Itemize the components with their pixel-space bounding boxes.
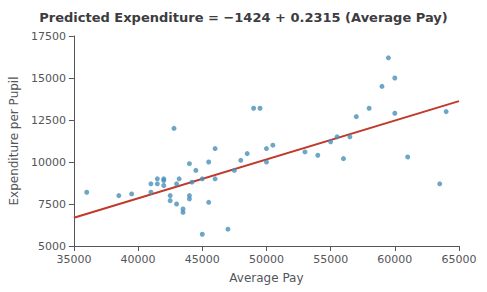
- svg-text:Average Pay: Average Pay: [229, 271, 303, 285]
- svg-text:5000: 5000: [38, 240, 66, 253]
- svg-text:Expenditure per Pupil: Expenditure per Pupil: [7, 76, 21, 205]
- svg-text:55000: 55000: [313, 253, 348, 266]
- svg-text:Predicted Expenditure = −1424: Predicted Expenditure = −1424 + 0.2315 (…: [39, 10, 447, 25]
- svg-text:50000: 50000: [249, 253, 284, 266]
- svg-text:17500: 17500: [31, 30, 66, 43]
- svg-text:15000: 15000: [31, 72, 66, 85]
- svg-text:12500: 12500: [31, 114, 66, 127]
- svg-text:45000: 45000: [185, 253, 220, 266]
- svg-text:60000: 60000: [377, 253, 412, 266]
- svg-text:35000: 35000: [56, 253, 91, 266]
- svg-text:10000: 10000: [31, 156, 66, 169]
- svg-text:7500: 7500: [38, 198, 66, 211]
- svg-text:40000: 40000: [121, 253, 156, 266]
- svg-text:65000: 65000: [442, 253, 477, 266]
